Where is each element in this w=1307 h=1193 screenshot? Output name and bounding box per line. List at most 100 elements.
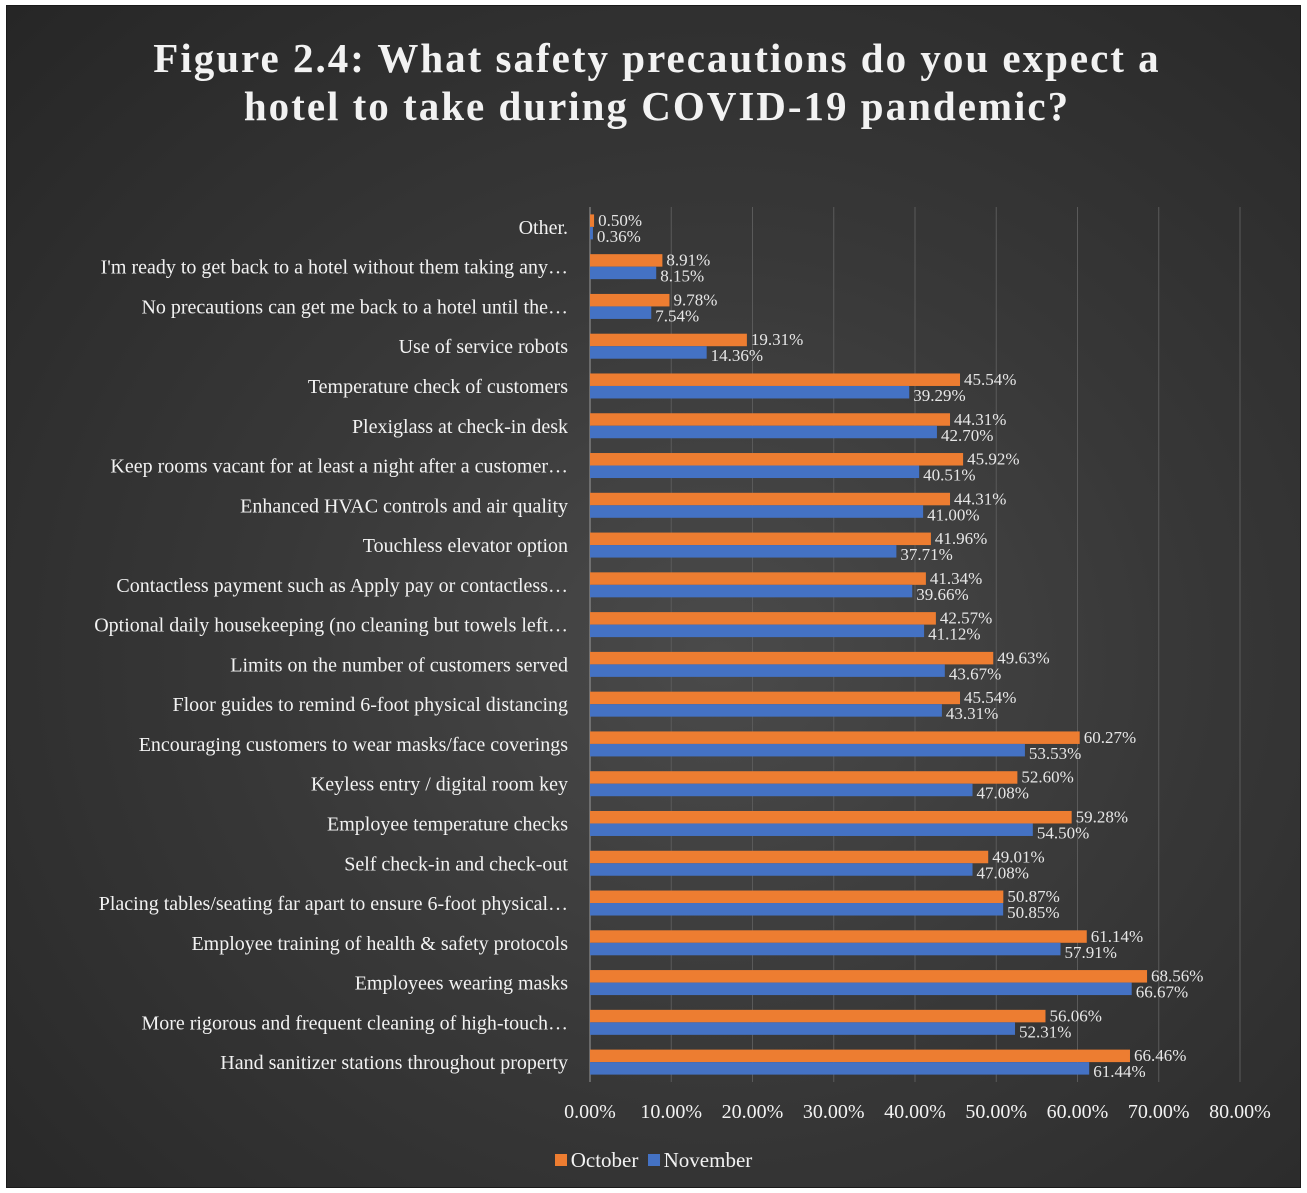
bar-november	[590, 505, 924, 518]
x-tick-label: 30.00%	[803, 1101, 865, 1123]
legend-label-october: October	[570, 1148, 639, 1172]
bar-november	[590, 704, 942, 717]
category-label: Contactless payment such as Apply pay or…	[116, 575, 568, 597]
data-label-october: 50.87%	[1007, 887, 1059, 906]
data-label-october: 0.50%	[598, 211, 642, 230]
x-tick-label: 80.00%	[1209, 1101, 1271, 1123]
bar-november	[590, 743, 1025, 757]
data-label-october: 44.31%	[954, 489, 1006, 508]
bar-october	[590, 651, 994, 665]
bar-november	[590, 1022, 1016, 1035]
data-label-november: 14.36%	[711, 346, 763, 365]
category-label: Self check-in and check-out	[344, 853, 568, 875]
bar-october	[590, 293, 670, 307]
data-label-october: 66.46%	[1134, 1046, 1186, 1065]
data-label-november: 41.12%	[928, 625, 980, 644]
chart-title: Figure 2.4: What safety precautions do y…	[153, 35, 1161, 129]
data-label-october: 42.57%	[940, 609, 992, 628]
data-label-november: 47.08%	[977, 863, 1029, 882]
bar-november	[590, 465, 920, 479]
bar-october	[590, 612, 936, 625]
bar-october	[590, 771, 1018, 784]
data-label-november: 8.15%	[660, 267, 704, 286]
bar-october	[590, 413, 951, 426]
data-label-october: 45.54%	[964, 688, 1016, 707]
x-tick-label: 70.00%	[1128, 1101, 1190, 1123]
bar-october	[590, 333, 747, 347]
bar-october	[590, 214, 595, 227]
data-label-november: 47.08%	[977, 784, 1029, 803]
bar-october	[590, 492, 951, 506]
bar-november	[590, 545, 897, 558]
legend-swatch-october	[554, 1154, 567, 1166]
data-label-november: 41.00%	[927, 505, 979, 524]
legend: October November	[0, 1148, 1307, 1173]
category-label: Optional daily housekeeping (no cleaning…	[94, 615, 568, 637]
bar-november	[590, 226, 593, 240]
data-label-november: 0.36%	[597, 227, 641, 246]
category-label: Other.	[519, 217, 568, 239]
data-label-november: 39.66%	[916, 585, 968, 604]
data-label-november: 61.44%	[1093, 1062, 1145, 1081]
bar-november	[590, 346, 707, 359]
legend-label-november: November	[663, 1148, 753, 1172]
bar-october	[590, 254, 663, 267]
category-label: Limits on the number of customers served	[230, 654, 568, 676]
bar-october	[590, 691, 961, 705]
data-label-october: 56.06%	[1049, 1006, 1101, 1025]
data-label-november: 7.54%	[655, 306, 699, 325]
bar-october	[590, 453, 964, 466]
data-label-october: 8.91%	[666, 251, 710, 270]
legend-swatch-november	[647, 1154, 660, 1166]
data-label-october: 41.34%	[930, 569, 982, 588]
bar-october	[590, 731, 1080, 744]
data-label-october: 45.54%	[964, 370, 1016, 389]
bar-october	[590, 970, 1148, 983]
data-label-october: 49.01%	[992, 847, 1044, 866]
category-label: Employees wearing masks	[355, 973, 568, 995]
category-label: Touchless elevator option	[363, 535, 568, 557]
category-label: Hand sanitizer stations throughout prope…	[220, 1052, 568, 1074]
data-label-november: 66.67%	[1136, 983, 1188, 1002]
bar-october	[590, 1009, 1046, 1023]
data-label-november: 52.31%	[1019, 1022, 1071, 1041]
data-label-october: 19.31%	[751, 330, 803, 349]
category-label: Floor guides to remind 6-foot physical d…	[173, 694, 569, 716]
category-label: Use of service robots	[399, 336, 569, 358]
x-tick-label: 20.00%	[722, 1101, 784, 1123]
category-label: No precautions can get me back to a hote…	[141, 296, 568, 318]
category-label: Keep rooms vacant for at least a night a…	[110, 456, 568, 478]
data-label-november: 43.31%	[946, 704, 998, 723]
data-label-november: 40.51%	[923, 466, 975, 485]
bar-november	[590, 584, 913, 598]
bar-october	[590, 1049, 1130, 1063]
category-label: I'm ready to get back to a hotel without…	[101, 257, 568, 279]
bar-november	[590, 942, 1061, 956]
category-label: Temperature check of customers	[308, 376, 568, 398]
bar-october	[590, 572, 926, 585]
bar-november	[590, 385, 910, 399]
data-label-november: 54.50%	[1037, 823, 1089, 842]
data-label-november: 37.71%	[900, 545, 952, 564]
category-label: Plexiglass at check-in desk	[352, 416, 568, 438]
bar-november	[590, 783, 973, 797]
bar-november	[590, 624, 925, 638]
bar-november	[590, 982, 1132, 996]
data-label-october: 49.63%	[997, 648, 1049, 667]
category-label: Keyless entry / digital room key	[311, 774, 568, 796]
x-tick-label: 0.00%	[564, 1101, 616, 1123]
data-label-november: 42.70%	[941, 426, 993, 445]
x-tick-label: 50.00%	[965, 1101, 1027, 1123]
legend-item-november: November	[647, 1148, 753, 1173]
data-label-november: 53.53%	[1029, 744, 1081, 763]
bar-november	[590, 823, 1033, 836]
category-label: Placing tables/seating far apart to ensu…	[99, 893, 568, 915]
bar-november	[590, 863, 973, 876]
bar-november	[590, 1062, 1090, 1075]
category-label: More rigorous and frequent cleaning of h…	[141, 1012, 568, 1034]
data-label-november: 57.91%	[1065, 943, 1117, 962]
bar-november	[590, 903, 1004, 916]
data-label-october: 61.14%	[1091, 927, 1143, 946]
category-label: Employee training of health & safety pro…	[191, 933, 568, 955]
